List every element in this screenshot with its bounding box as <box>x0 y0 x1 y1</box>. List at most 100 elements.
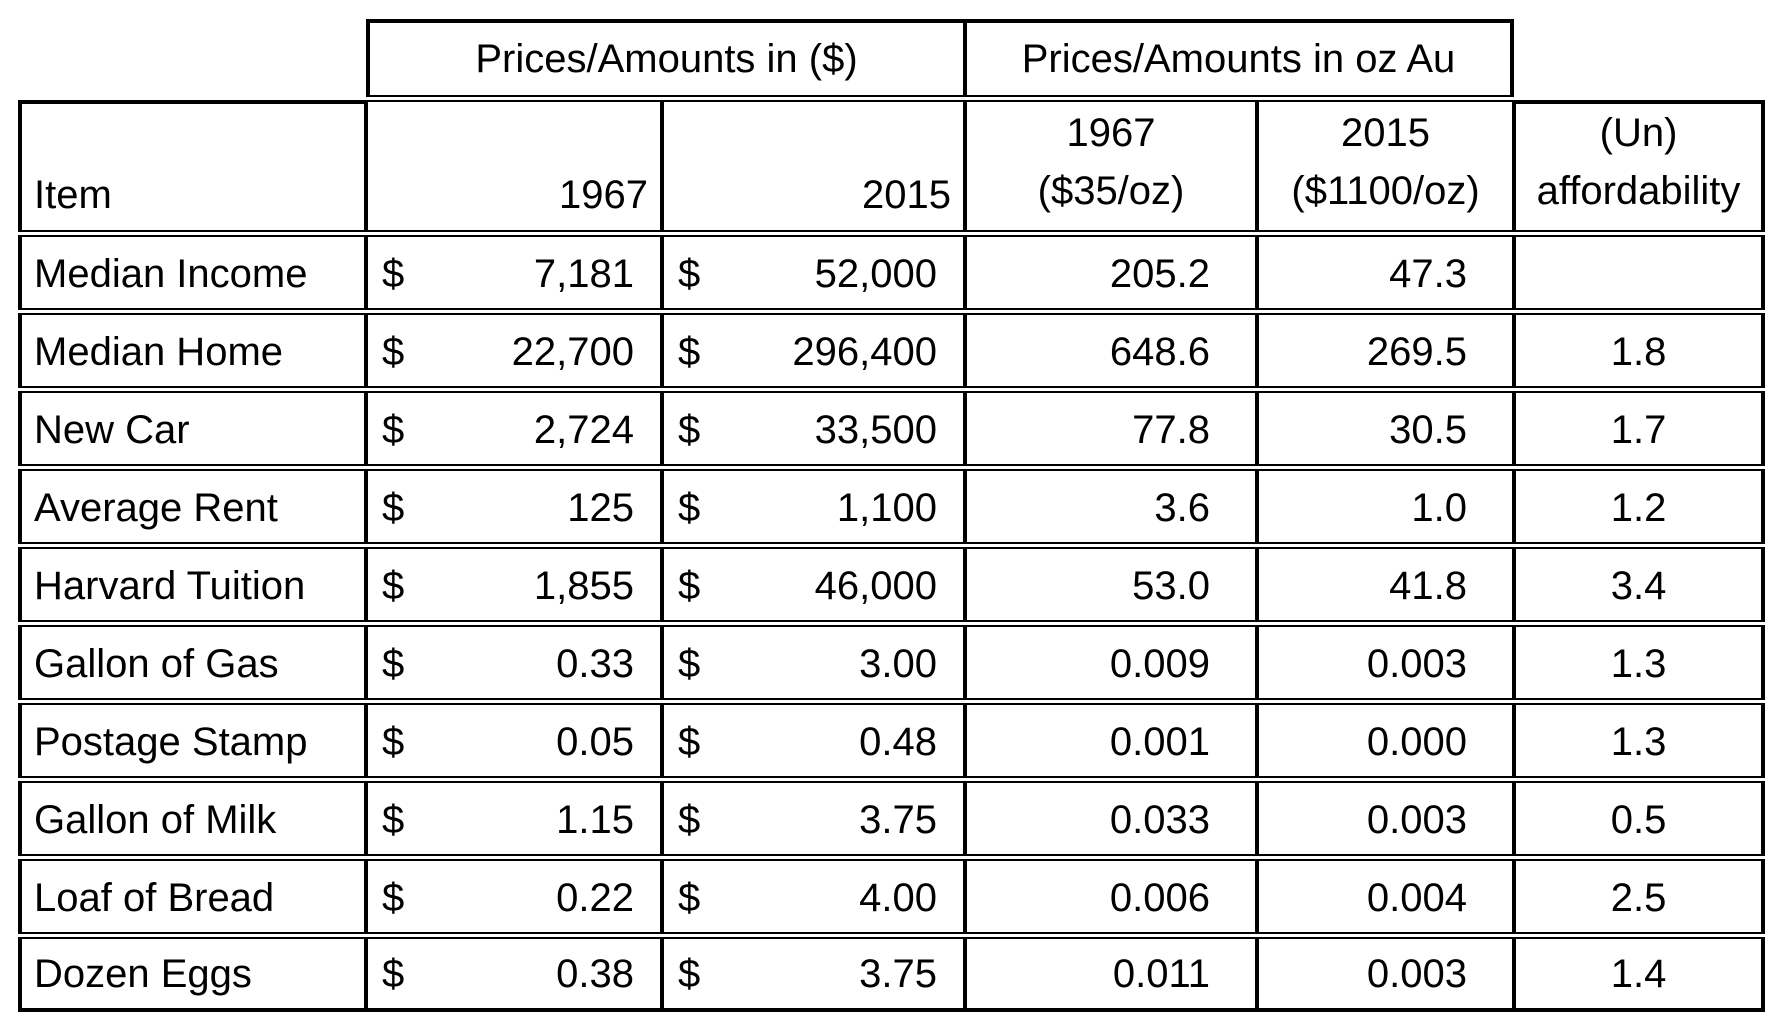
col-header-item: Item <box>18 100 366 232</box>
usd-1967-cell: $0.33 <box>366 625 662 700</box>
usd-2015-cell: $1,100 <box>662 469 965 544</box>
usd-1967-value: 1.15 <box>556 798 634 842</box>
col-header-unaffordability: (Un) affordability <box>1514 100 1766 232</box>
usd-2015-cell: $0.48 <box>662 703 965 778</box>
item-cell: Median Income <box>18 235 366 310</box>
usd-1967-value: 0.33 <box>556 642 634 686</box>
currency-symbol: $ <box>382 408 405 452</box>
usd-2015-cell: $4.00 <box>662 859 965 934</box>
currency-symbol: $ <box>678 720 701 764</box>
table-row-median-income: Median Income $7,181 $52,000 205.2 47.3 <box>18 235 1766 310</box>
usd-2015-value: 33,500 <box>814 408 937 452</box>
usd-1967-cell: $1,855 <box>366 547 662 622</box>
usd-1967-cell: $2,724 <box>366 391 662 466</box>
unaffordability-cell: 0.5 <box>1514 781 1766 856</box>
table-row-gallon-of-milk: Gallon of Milk $1.15 $3.75 0.033 0.003 0… <box>18 781 1766 856</box>
oz-2015-cell: 47.3 <box>1257 235 1515 310</box>
usd-2015-cell: $46,000 <box>662 547 965 622</box>
currency-symbol: $ <box>678 330 701 374</box>
oz-1967-cell: 0.006 <box>965 859 1257 934</box>
usd-2015-value: 1,100 <box>836 486 937 530</box>
item-cell: Loaf of Bread <box>18 859 366 934</box>
usd-1967-value: 0.38 <box>556 952 634 996</box>
usd-2015-value: 52,000 <box>814 252 937 296</box>
table-row-gallon-of-gas: Gallon of Gas $0.33 $3.00 0.009 0.003 1.… <box>18 625 1766 700</box>
unaffordability-cell: 1.8 <box>1514 313 1766 388</box>
table-row-dozen-eggs: Dozen Eggs $0.38 $3.75 0.011 0.003 1.4 <box>18 937 1766 1012</box>
item-cell: Postage Stamp <box>18 703 366 778</box>
usd-1967-cell: $7,181 <box>366 235 662 310</box>
col-header-oz-1967: 1967 ($35/oz) <box>965 100 1257 232</box>
group-header-dollars: Prices/Amounts in ($) <box>366 19 965 97</box>
oz-2015-cell: 0.004 <box>1257 859 1515 934</box>
usd-2015-value: 296,400 <box>792 330 937 374</box>
unaffordability-cell: 3.4 <box>1514 547 1766 622</box>
unaffordability-cell: 1.3 <box>1514 703 1766 778</box>
item-cell: Dozen Eggs <box>18 937 366 1012</box>
usd-2015-cell: $296,400 <box>662 313 965 388</box>
usd-1967-cell: $1.15 <box>366 781 662 856</box>
table-row-new-car: New Car $2,724 $33,500 77.8 30.5 1.7 <box>18 391 1766 466</box>
oz-1967-cell: 3.6 <box>965 469 1257 544</box>
item-cell: Gallon of Gas <box>18 625 366 700</box>
oz-2015-cell: 41.8 <box>1257 547 1515 622</box>
item-cell: Harvard Tuition <box>18 547 366 622</box>
usd-2015-cell: $52,000 <box>662 235 965 310</box>
col-header-usd-2015: 2015 <box>662 100 965 232</box>
group-header-row: Prices/Amounts in ($) Prices/Amounts in … <box>18 19 1765 97</box>
currency-symbol: $ <box>678 564 701 608</box>
oz-2015-cell: 269.5 <box>1257 313 1515 388</box>
corner-blank-left <box>18 19 366 97</box>
oz-2015-cell: 30.5 <box>1257 391 1515 466</box>
oz-1967-cell: 53.0 <box>965 547 1257 622</box>
currency-symbol: $ <box>382 876 405 920</box>
currency-symbol: $ <box>382 252 405 296</box>
oz-1967-cell: 0.001 <box>965 703 1257 778</box>
oz-2015-cell: 0.003 <box>1257 625 1515 700</box>
usd-1967-value: 22,700 <box>511 330 634 374</box>
unaffordability-cell: 2.5 <box>1514 859 1766 934</box>
usd-1967-value: 7,181 <box>533 252 634 296</box>
table-row-median-home: Median Home $22,700 $296,400 648.6 269.5… <box>18 313 1766 388</box>
currency-symbol: $ <box>382 952 405 996</box>
usd-2015-value: 3.75 <box>859 798 937 842</box>
usd-2015-cell: $3.75 <box>662 937 965 1012</box>
item-cell: New Car <box>18 391 366 466</box>
usd-2015-cell: $33,500 <box>662 391 965 466</box>
oz-2015-cell: 0.003 <box>1257 781 1515 856</box>
usd-1967-cell: $0.22 <box>366 859 662 934</box>
usd-1967-value: 2,724 <box>533 408 634 452</box>
usd-1967-value: 0.22 <box>556 876 634 920</box>
currency-symbol: $ <box>678 798 701 842</box>
usd-2015-value: 4.00 <box>859 876 937 920</box>
usd-1967-cell: $0.38 <box>366 937 662 1012</box>
oz-1967-cell: 648.6 <box>965 313 1257 388</box>
corner-blank-right <box>1514 19 1765 97</box>
unaffordability-cell: 1.4 <box>1514 937 1766 1012</box>
col-header-unaffordability-line1: (Un) <box>1599 111 1678 155</box>
currency-symbol: $ <box>678 252 701 296</box>
table-row-postage-stamp: Postage Stamp $0.05 $0.48 0.001 0.000 1.… <box>18 703 1766 778</box>
usd-2015-cell: $3.00 <box>662 625 965 700</box>
oz-2015-cell: 0.000 <box>1257 703 1515 778</box>
col-header-oz-1967-rate: ($35/oz) <box>1037 169 1185 213</box>
col-header-usd-1967: 1967 <box>366 100 662 232</box>
currency-symbol: $ <box>382 720 405 764</box>
table-row-average-rent: Average Rent $125 $1,100 3.6 1.0 1.2 <box>18 469 1766 544</box>
item-cell: Median Home <box>18 313 366 388</box>
col-header-unaffordability-line2: affordability <box>1536 169 1741 213</box>
table-row-harvard-tuition: Harvard Tuition $1,855 $46,000 53.0 41.8… <box>18 547 1766 622</box>
item-cell: Average Rent <box>18 469 366 544</box>
table-row-loaf-of-bread: Loaf of Bread $0.22 $4.00 0.006 0.004 2.… <box>18 859 1766 934</box>
unaffordability-cell: 1.3 <box>1514 625 1766 700</box>
col-header-oz-2015-rate: ($1100/oz) <box>1291 169 1480 213</box>
usd-2015-value: 3.00 <box>859 642 937 686</box>
usd-1967-cell: $0.05 <box>366 703 662 778</box>
col-header-oz-2015-year: 2015 <box>1341 111 1430 155</box>
unaffordability-cell: 1.7 <box>1514 391 1766 466</box>
unaffordability-cell <box>1514 235 1766 310</box>
usd-1967-cell: $22,700 <box>366 313 662 388</box>
unaffordability-cell: 1.2 <box>1514 469 1766 544</box>
currency-symbol: $ <box>382 330 405 374</box>
usd-2015-cell: $3.75 <box>662 781 965 856</box>
